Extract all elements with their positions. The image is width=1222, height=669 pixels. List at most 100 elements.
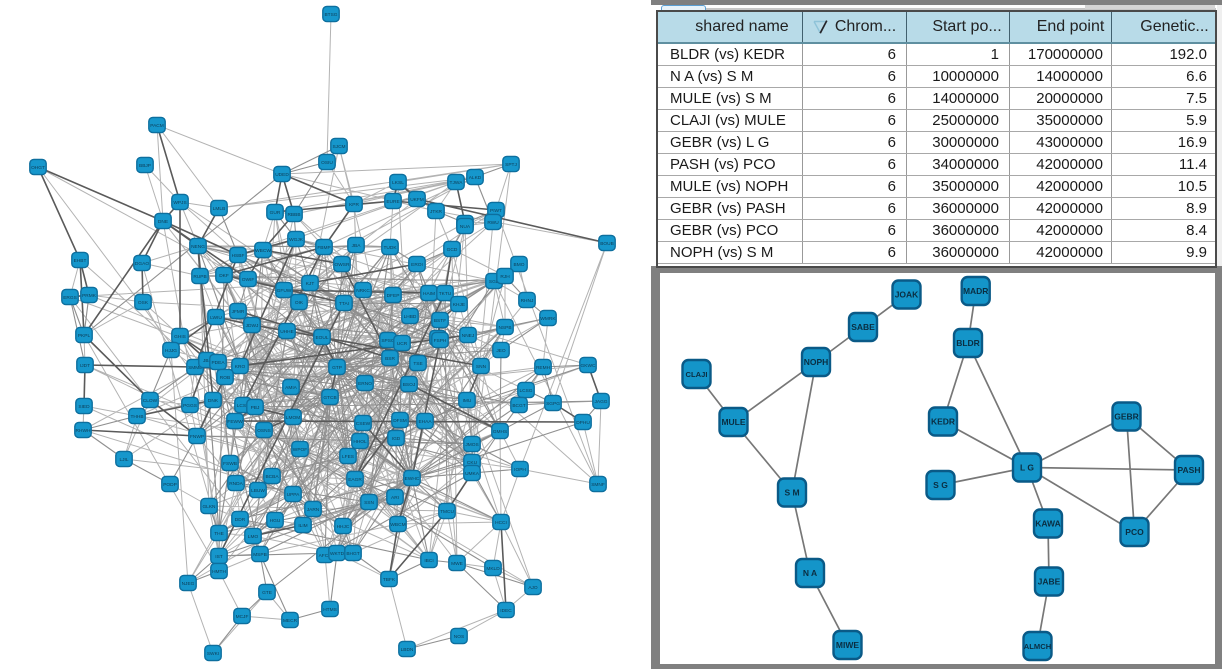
svg-text:SGPG: SGPG [546,401,560,407]
svg-text:BSOJ: BSOJ [403,382,416,388]
svg-text:NRKC: NRKC [356,288,370,294]
svg-text:UKFM: UKFM [410,197,424,203]
svg-text:UHHE: UHHE [280,329,294,335]
svg-text:HMTH: HMTH [212,569,226,575]
svg-text:IJDT: IJDT [80,363,90,369]
svg-text:RNDA: RNDA [229,481,243,487]
svg-text:JOAK: JOAK [895,290,919,300]
svg-text:PDEA: PDEA [211,360,225,366]
svg-text:FSPH: FSPH [434,338,447,344]
svg-text:UCR: UCR [397,341,408,347]
svg-text:HHJC: HHJC [337,524,350,530]
svg-text:NJEG: NJEG [182,581,195,587]
svg-text:NOPH: NOPH [804,357,829,367]
svg-text:PBJ: PBJ [251,405,260,411]
svg-text:EOUL: EOUL [315,335,328,341]
svg-text:JARN: JARN [307,507,320,513]
svg-text:LMLB: LMLB [213,206,226,212]
svg-text:BLDR: BLDR [956,338,980,348]
svg-text:BSR: BSR [385,356,395,362]
svg-text:KJT: KJT [306,281,315,287]
svg-text:MIWE: MIWE [836,640,859,650]
svg-text:JBJ: JBJ [203,358,212,364]
svg-text:CLAJI: CLAJI [686,370,708,379]
svg-text:JMOS: JMOS [465,442,478,448]
svg-text:LBUW: LBUW [251,488,265,494]
svg-text:BTSG: BTSG [324,12,337,18]
svg-text:JABE: JABE [1038,577,1061,587]
svg-text:ROB: ROB [220,375,230,381]
svg-text:JFMR: JFMR [232,309,245,315]
svg-text:NENG: NENG [191,244,205,250]
svg-text:FBMP: FBMP [317,245,330,251]
svg-text:WKTD: WKTD [330,551,345,557]
svg-text:S M: S M [784,488,799,498]
svg-text:DNE: DNE [158,219,168,225]
svg-text:OHGT: OHGT [31,165,45,171]
svg-text:PASH: PASH [1178,465,1201,475]
svg-text:TKTU: TKTU [439,291,452,297]
svg-text:GHIS: GHIS [174,334,186,340]
svg-text:RHWH: RHWH [76,428,91,434]
svg-text:GCD: GCD [447,247,458,253]
svg-text:JBA: JBA [352,243,362,249]
svg-text:SIED: SIED [78,404,90,410]
svg-text:SJCM: SJCM [332,144,345,150]
svg-text:AFCP: AFCP [319,553,332,559]
svg-text:UMKA: UMKA [465,471,480,477]
svg-text:DFEP: DFEP [387,293,400,299]
svg-text:HTMS: HTMS [323,607,337,613]
svg-text:OIK: OIK [295,300,304,306]
svg-text:MWE: MWE [451,561,463,567]
svg-text:ALMCH: ALMCH [1024,642,1051,651]
svg-text:BSTF: BSTF [434,318,446,324]
svg-text:GUR: GUR [270,210,281,216]
svg-text:DNK: DNK [208,398,219,404]
svg-text:MCJF: MCJF [236,614,249,620]
svg-text:LCSG: LCSG [519,388,532,394]
svg-text:PCO: PCO [1125,527,1144,537]
svg-text:HCCI: HCCI [495,520,507,526]
svg-text:GMHS: GMHS [493,429,507,435]
svg-text:TJWA: TJWA [450,180,464,186]
svg-text:EAGR: EAGR [348,477,362,483]
svg-text:IOPH: IOPH [514,467,526,473]
svg-text:TBFK: TBFK [383,577,396,583]
svg-text:KPR: KPR [349,202,359,208]
svg-text:JEO: JEO [496,348,506,354]
svg-text:IST: IST [215,554,223,560]
svg-text:CLOW: CLOW [143,398,158,404]
svg-text:UPPA: UPPA [287,492,301,498]
svg-text:DFSM: DFSM [393,418,407,424]
svg-text:BCBA: BCBA [265,474,279,480]
svg-text:IBCI: IBCI [424,558,433,564]
svg-text:KAWA: KAWA [1035,519,1061,529]
svg-text:PGGS: PGGS [183,403,197,409]
svg-text:GTCB: GTCB [323,395,336,401]
svg-text:MADR: MADR [963,286,989,296]
svg-text:LMOM: LMOM [286,415,300,421]
svg-text:GTP: GTP [332,365,342,371]
svg-text:CSEW: CSEW [356,421,371,427]
svg-text:ERNO: ERNO [358,381,372,387]
svg-text:LHBD: LHBD [404,314,417,320]
svg-text:TMCU: TMCU [440,509,454,515]
svg-text:TTAI: TTAI [339,301,349,307]
svg-text:TUDK: TUDK [383,245,397,251]
svg-text:CKU: CKU [467,460,478,466]
svg-text:GFUW: GFUW [277,288,292,294]
svg-text:SWKI: SWKI [207,651,219,657]
svg-text:WGJK: WGJK [289,237,304,243]
svg-text:OSIU: OSIU [321,160,333,166]
svg-text:HAIM: HAIM [423,291,435,297]
svg-text:THE: THE [214,531,224,537]
svg-text:EHAA: EHAA [418,419,432,425]
svg-text:OWIF: OWIF [242,277,255,283]
svg-text:AMIA: AMIA [285,385,298,391]
svg-text:BOUB: BOUB [600,241,614,247]
svg-text:HSBF: HSBF [232,253,245,259]
svg-text:HJJG: HJJG [165,348,177,354]
svg-text:THHB: THHB [130,414,143,420]
svg-text:KEDR: KEDR [931,417,955,427]
svg-text:GEBR: GEBR [1114,412,1139,422]
